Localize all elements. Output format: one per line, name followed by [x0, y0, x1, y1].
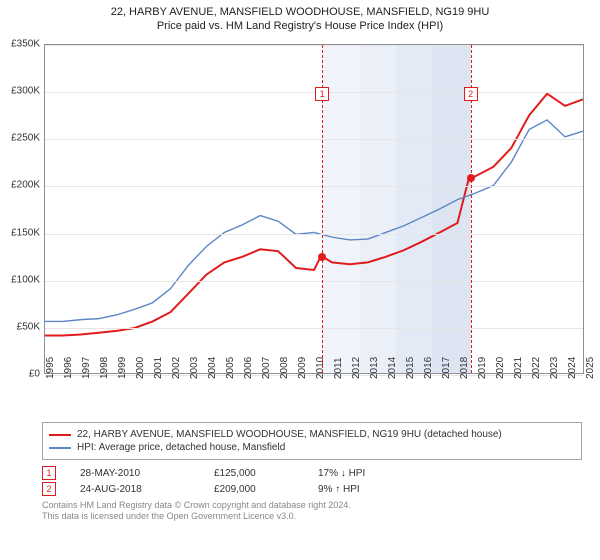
event-marker-box: 2 — [464, 87, 478, 101]
event-price: £209,000 — [214, 484, 294, 495]
x-axis-label: 2001 — [153, 357, 161, 379]
y-axis-label: £250K — [0, 133, 40, 144]
chart-title-block: 22, HARBY AVENUE, MANSFIELD WOODHOUSE, M… — [0, 0, 600, 34]
x-axis-label: 2002 — [171, 357, 179, 379]
x-axis-label: 2008 — [279, 357, 287, 379]
x-axis-label: 2023 — [549, 357, 557, 379]
event-pct-hpi: 17% ↓ HPI — [318, 468, 408, 479]
event-number-box: 1 — [42, 466, 56, 480]
x-axis-label: 1997 — [81, 357, 89, 379]
gridline — [45, 281, 583, 282]
x-axis-label: 2011 — [333, 357, 341, 379]
x-axis-label: 2017 — [441, 357, 449, 379]
x-axis-label: 2003 — [189, 357, 197, 379]
y-axis-label: £350K — [0, 39, 40, 50]
event-date: 28-MAY-2010 — [80, 468, 190, 479]
y-axis-label: £300K — [0, 86, 40, 97]
chart-container: 1995 1996 1997 1998 1999 2000 2001 2002 2003 2004… — [0, 34, 600, 414]
event-point-dot — [318, 253, 326, 261]
x-axis-label: 2015 — [405, 357, 413, 379]
events-table: 1 28-MAY-2010 £125,000 17% ↓ HPI 2 24-AUG-201… — [42, 466, 582, 496]
series-hpi — [45, 120, 583, 321]
x-axis-label: 2018 — [459, 357, 467, 379]
x-axis-label: 1998 — [99, 357, 107, 379]
x-axis-label: 2022 — [531, 357, 539, 379]
x-axis-label: 2007 — [261, 357, 269, 379]
x-axis-label: 2021 — [513, 357, 521, 379]
legend-row: HPI: Average price, detached house, Mans… — [49, 442, 575, 453]
y-axis-label: £200K — [0, 180, 40, 191]
gridline — [45, 186, 583, 187]
chart-subtitle: Price paid vs. HM Land Registry's House … — [8, 20, 592, 32]
legend-box: 22, HARBY AVENUE, MANSFIELD WOODHOUSE, M… — [42, 422, 582, 460]
gridline — [45, 234, 583, 235]
x-axis-label: 2012 — [351, 357, 359, 379]
legend-label: HPI: Average price, detached house, Mans… — [77, 442, 285, 453]
series-property — [45, 94, 583, 336]
event-marker-box: 1 — [315, 87, 329, 101]
event-pct-hpi: 9% ↑ HPI — [318, 484, 408, 495]
chart-title-address: 22, HARBY AVENUE, MANSFIELD WOODHOUSE, M… — [8, 6, 592, 18]
y-axis-label: £0 — [0, 369, 40, 380]
x-axis-label: 2005 — [225, 357, 233, 379]
x-axis-label: 2009 — [297, 357, 305, 379]
x-axis-label: 2013 — [369, 357, 377, 379]
event-detail-row: 1 28-MAY-2010 £125,000 17% ↓ HPI — [42, 466, 582, 480]
plot-area: 1995199619971998199920002001200220032004… — [44, 44, 584, 374]
x-axis-label: 2014 — [387, 357, 395, 379]
x-axis-label: 2024 — [567, 357, 575, 379]
legend-row: 22, HARBY AVENUE, MANSFIELD WOODHOUSE, M… — [49, 429, 575, 440]
event-price: £125,000 — [214, 468, 294, 479]
event-date: 24-AUG-2018 — [80, 484, 190, 495]
footer-line-2: This data is licensed under the Open Gov… — [42, 511, 582, 522]
footer-line-1: Contains HM Land Registry data © Crown c… — [42, 500, 582, 511]
line-series-svg — [45, 45, 583, 373]
y-axis-label: £100K — [0, 274, 40, 285]
x-axis-label: 2019 — [477, 357, 485, 379]
legend-swatch — [49, 434, 71, 436]
x-axis-label: 2006 — [243, 357, 251, 379]
x-axis-label: 2004 — [207, 357, 215, 379]
x-axis-label: 1999 — [117, 357, 125, 379]
gridline — [45, 328, 583, 329]
legend-label: 22, HARBY AVENUE, MANSFIELD WOODHOUSE, M… — [77, 429, 502, 440]
gridline — [45, 92, 583, 93]
x-axis-label: 2025 — [585, 357, 593, 379]
x-axis-label: 2016 — [423, 357, 431, 379]
x-axis-label: 2000 — [135, 357, 143, 379]
y-axis-label: £50K — [0, 321, 40, 332]
gridline — [45, 139, 583, 140]
event-point-dot — [467, 174, 475, 182]
event-number-box: 2 — [42, 482, 56, 496]
gridline — [45, 45, 583, 46]
footer-attribution: Contains HM Land Registry data © Crown c… — [42, 500, 582, 523]
legend-swatch — [49, 447, 71, 449]
x-axis-label: 1995 — [45, 357, 53, 379]
x-axis-label: 1996 — [63, 357, 71, 379]
x-axis-label: 2020 — [495, 357, 503, 379]
event-detail-row: 2 24-AUG-2018 £209,000 9% ↑ HPI — [42, 482, 582, 496]
y-axis-label: £150K — [0, 227, 40, 238]
